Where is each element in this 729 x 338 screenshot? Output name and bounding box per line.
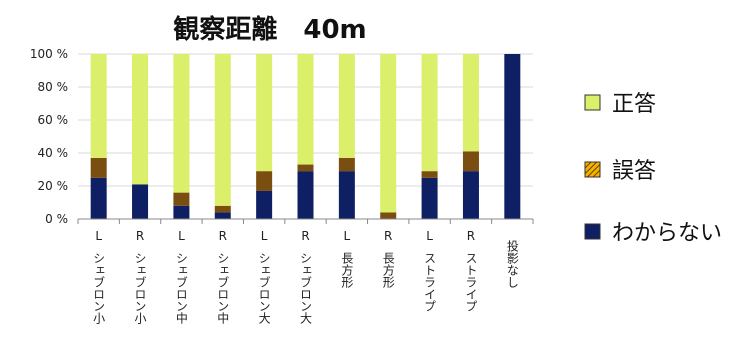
category-label: シェブロン中 (216, 252, 230, 324)
bar-segment-わからない (173, 205, 190, 219)
legend-label: わからない (612, 221, 722, 246)
bar-segment-わからない (256, 190, 273, 219)
bar-segment-わからない (214, 212, 231, 219)
category-label: ストライプ (423, 252, 437, 312)
bar-segment-わからない (421, 177, 438, 219)
category-label: シェブロン小 (133, 252, 147, 324)
y-tick-label: 60 % (38, 113, 69, 127)
bars (90, 54, 521, 219)
category-side-label: L (426, 229, 433, 243)
axes (77, 218, 534, 224)
legend-label: 正答 (612, 92, 656, 117)
category-label: 長方形 (340, 252, 354, 289)
bar-segment-わからない (297, 171, 314, 219)
bar-segment-わからない (132, 184, 149, 219)
legend-swatch (584, 161, 601, 178)
category-label: シェブロン大 (299, 252, 313, 324)
category-side-label: R (219, 229, 227, 243)
bar-segment-正答 (421, 54, 438, 172)
y-tick-label: 0 % (45, 212, 68, 226)
bar-segment-正答 (462, 54, 479, 152)
bar-segment-正答 (214, 54, 231, 206)
category-label: シェブロン大 (257, 252, 271, 324)
bar-segment-正答 (132, 54, 149, 185)
category-side-label: L (344, 229, 351, 243)
bar-segment-誤答 (256, 171, 273, 191)
category-label: 投影なし (505, 239, 519, 288)
y-tick-label: 80 % (38, 80, 69, 94)
bar-segment-誤答 (90, 157, 107, 178)
bar-segment-誤答 (214, 205, 231, 213)
category-side-label: R (467, 229, 475, 243)
y-tick-label: 40 % (38, 146, 69, 160)
category-label: 長方形 (381, 252, 395, 289)
legend-label: 誤答 (612, 159, 656, 184)
x-axis-category-labels: L シェブロン小 R シェブロン小 L シェブロン中 R シェブロン中 L シェブロン大 R シェブロ… (92, 229, 520, 324)
bar-segment-正答 (338, 54, 355, 158)
bar-segment-誤答 (462, 151, 479, 172)
bar-segment-誤答 (338, 157, 355, 172)
category-label: シェブロン小 (92, 252, 106, 324)
bar-segment-誤答 (421, 171, 438, 178)
bar-segment-誤答 (380, 212, 397, 219)
y-tick-label: 100 % (30, 47, 68, 61)
bar-segment-正答 (173, 54, 190, 193)
bar-segment-正答 (297, 54, 314, 165)
y-tick-label: 20 % (38, 179, 69, 193)
category-side-label: R (384, 229, 392, 243)
bar-segment-わからない (462, 171, 479, 219)
category-side-label: L (95, 229, 102, 243)
category-side-label: L (178, 229, 185, 243)
chart-title: 観察距離 40m (173, 14, 366, 45)
bar-segment-誤答 (297, 164, 314, 172)
category-label: シェブロン中 (174, 252, 188, 324)
y-axis-tick-labels: 0 % 20 % 40 % 60 % 80 % 100 % (30, 47, 68, 226)
category-side-label: R (301, 229, 309, 243)
bar-segment-わからない (90, 177, 107, 219)
legend-swatch (584, 94, 601, 111)
category-label: ストライプ (464, 252, 478, 312)
category-side-label: R (136, 229, 144, 243)
bar-segment-わからない (504, 54, 521, 219)
bar-segment-正答 (380, 54, 397, 213)
bar-segment-誤答 (173, 192, 190, 206)
legend-swatch (584, 223, 601, 240)
bar-segment-正答 (90, 54, 107, 158)
category-side-label: L (261, 229, 268, 243)
bar-segment-正答 (256, 54, 273, 172)
bar-segment-わからない (338, 171, 355, 219)
